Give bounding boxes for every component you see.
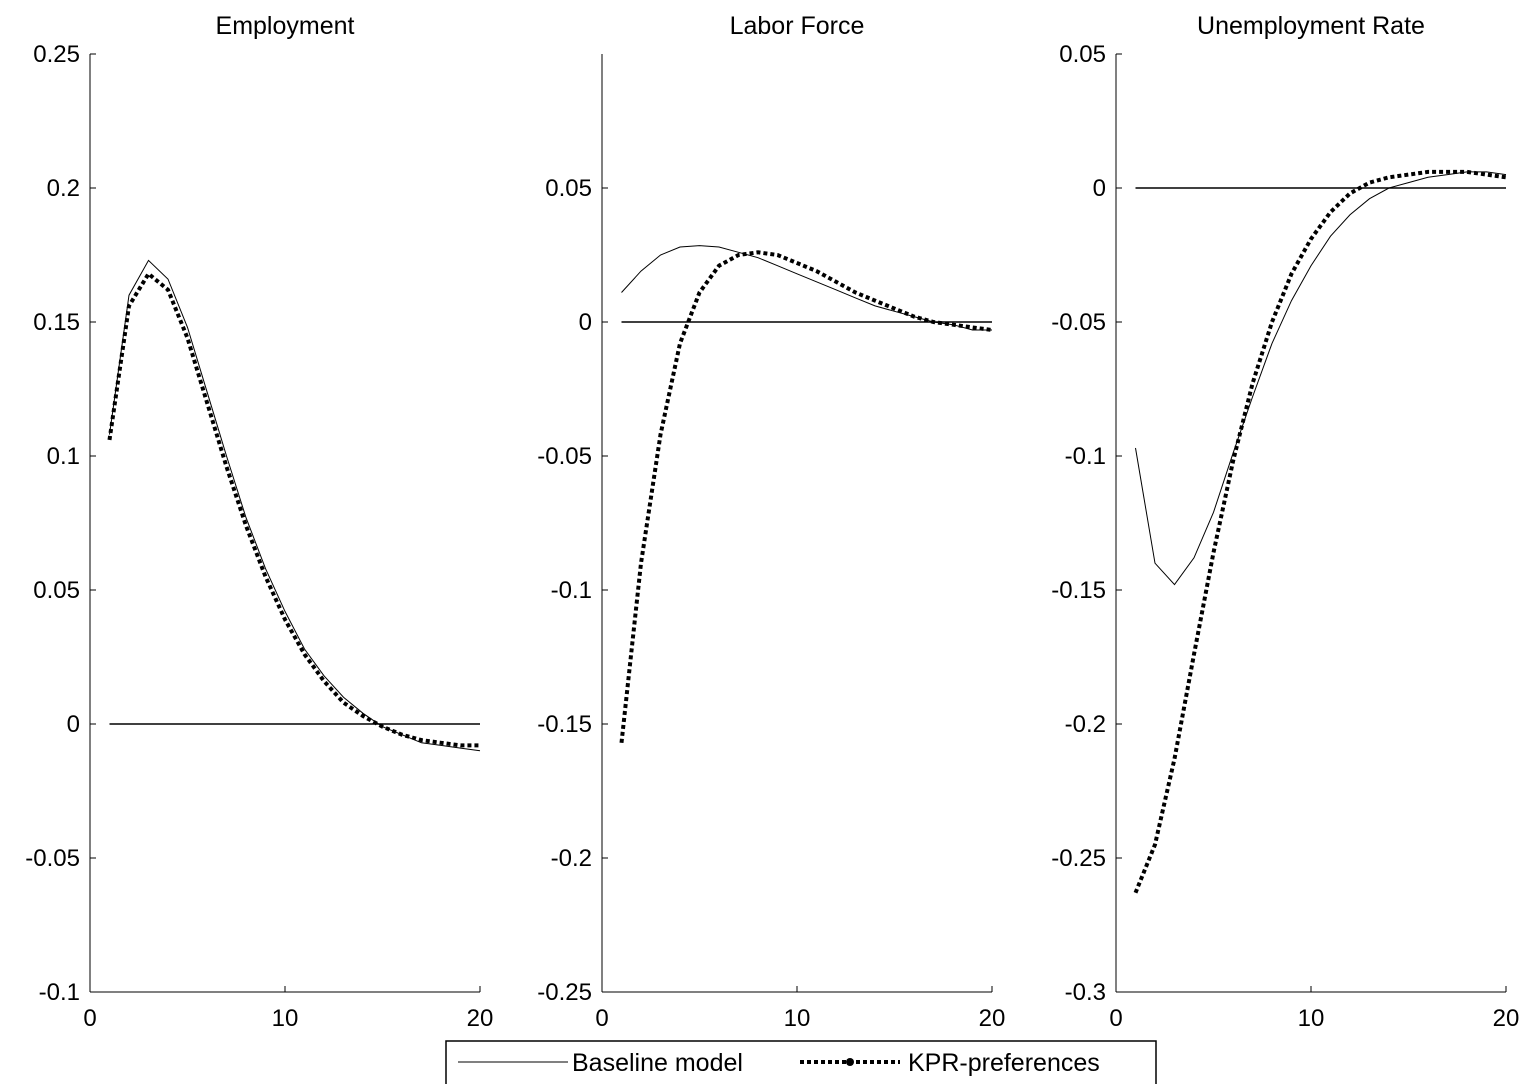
legend-marker-kpr — [846, 1058, 854, 1066]
series-line-baseline-model-employment — [109, 259, 481, 752]
y-tick-label-employment: 0.25 — [33, 41, 80, 68]
y-tick-label-employment: 0.15 — [33, 309, 80, 336]
y-tick-label-employment: -0.1 — [39, 979, 80, 1006]
y-tick-label-employment: 0.2 — [47, 175, 80, 202]
y-tick-label-unemployment-rate: 0.05 — [1059, 41, 1106, 68]
y-tick-label-unemployment-rate: -0.05 — [1051, 309, 1106, 336]
y-tick-label-employment: 0 — [67, 711, 80, 738]
y-tick-label-labor-force: -0.1 — [551, 577, 592, 604]
legend-box — [445, 1040, 1157, 1084]
x-tick-label-labor-force: 20 — [979, 1005, 1006, 1032]
panel-title-unemployment-rate: Unemployment Rate — [1197, 12, 1425, 40]
y-tick-label-labor-force: 0 — [579, 309, 592, 336]
series-line-kpr-preferences-employment — [107, 270, 480, 748]
panel-unemployment-rate: Unemployment Rate -0.3 -0.25 -0.2 -0.15 -0.1 -… — [1051, 12, 1519, 1032]
series-line-kpr-preferences-unemployment-rate — [1133, 169, 1507, 894]
y-tick-label-unemployment-rate: 0 — [1093, 175, 1106, 202]
y-tick-label-employment: -0.05 — [25, 845, 80, 872]
y-tick-label-labor-force: -0.2 — [551, 845, 592, 872]
x-tick-label-labor-force: 0 — [595, 1005, 608, 1032]
panel-labor-force: Labor Force -0.25 -0.2 -0.15 -0.1 -0.05 0 0.05 0… — [537, 12, 1005, 1032]
y-tick-label-labor-force: 0.05 — [545, 175, 592, 202]
legend-label-baseline: Baseline model — [572, 1049, 743, 1077]
series-line-baseline-model-labor-force — [621, 245, 992, 331]
y-tick-label-unemployment-rate: -0.1 — [1065, 443, 1106, 470]
y-tick-label-unemployment-rate: -0.15 — [1051, 577, 1106, 604]
x-tick-label-unemployment-rate: 10 — [1298, 1005, 1325, 1032]
y-tick-label-employment: 0.05 — [33, 577, 80, 604]
y-tick-label-labor-force: -0.05 — [537, 443, 592, 470]
x-tick-label-employment: 10 — [272, 1005, 299, 1032]
y-tick-label-unemployment-rate: -0.25 — [1051, 845, 1106, 872]
panel-title-labor-force: Labor Force — [730, 12, 865, 40]
legend: Baseline model KPR-preferences — [445, 1040, 1157, 1084]
x-tick-label-employment: 20 — [467, 1005, 494, 1032]
x-tick-label-unemployment-rate: 0 — [1109, 1005, 1122, 1032]
panel-employment: Employment -0.1 -0.05 0 0.05 0.1 0.15 0.2 0.25 0 1… — [25, 12, 493, 1032]
y-tick-label-unemployment-rate: -0.3 — [1065, 979, 1106, 1006]
x-tick-label-labor-force: 10 — [784, 1005, 811, 1032]
y-tick-label-employment: 0.1 — [47, 443, 80, 470]
series-line-kpr-preferences-labor-force — [619, 250, 993, 744]
y-tick-label-unemployment-rate: -0.2 — [1065, 711, 1106, 738]
y-tick-label-labor-force: -0.15 — [537, 711, 592, 738]
x-tick-label-employment: 0 — [83, 1005, 96, 1032]
x-tick-label-unemployment-rate: 20 — [1493, 1005, 1520, 1032]
legend-label-kpr: KPR-preferences — [908, 1049, 1100, 1077]
y-tick-label-labor-force: -0.25 — [537, 979, 592, 1006]
series-line-baseline-model-unemployment-rate — [1135, 171, 1507, 586]
panel-title-employment: Employment — [216, 12, 355, 40]
